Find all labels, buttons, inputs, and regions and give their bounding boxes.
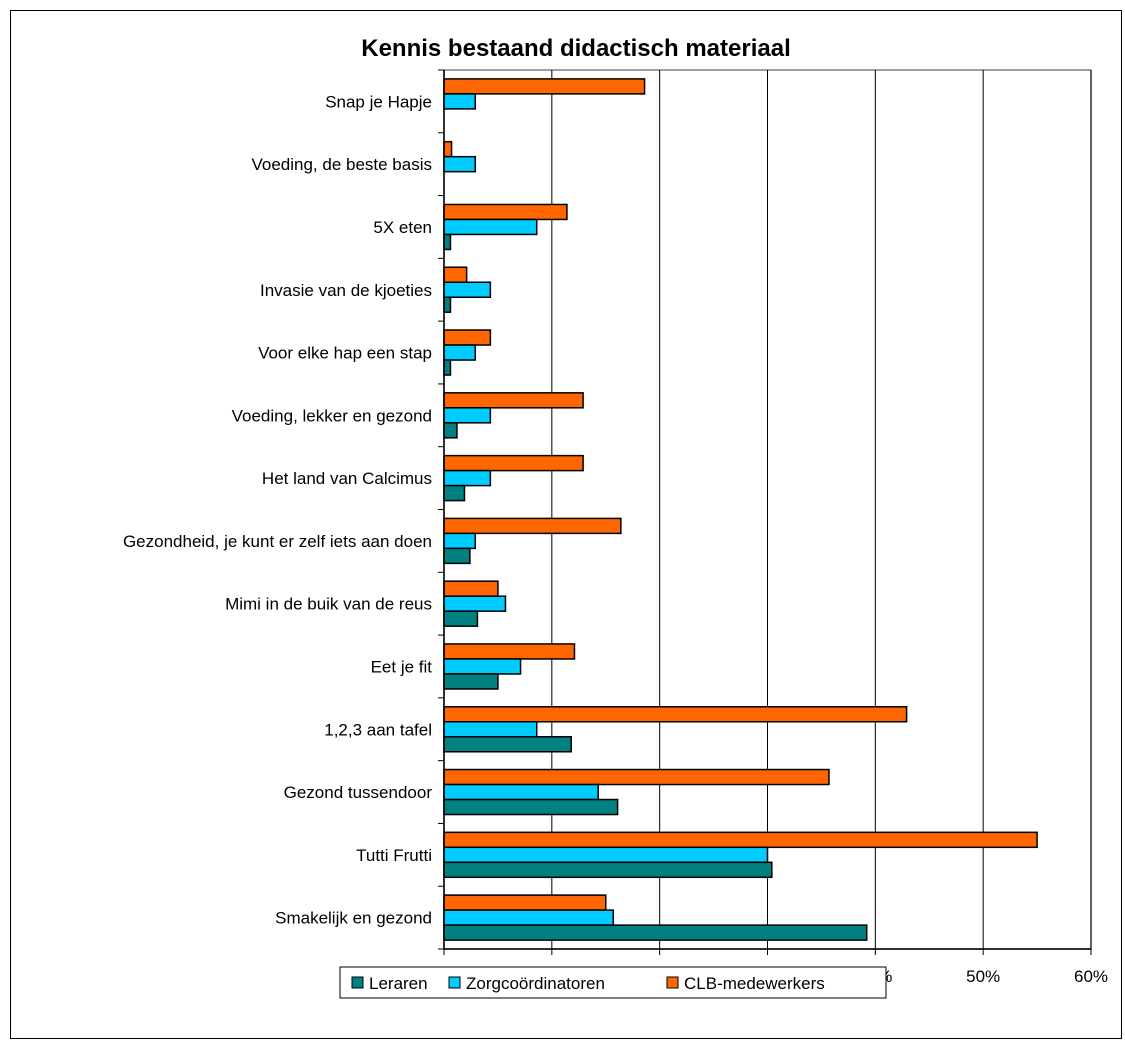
- bar-leraren: [443, 736, 572, 753]
- category-label: Smakelijk en gezond: [275, 909, 432, 928]
- bar-leraren: [443, 359, 452, 376]
- category-label: Mimi in de buik van de reus: [225, 595, 432, 614]
- legend-box: [339, 966, 887, 999]
- legend-swatch: [666, 976, 679, 989]
- category-label: Invasie van de kjoeties: [260, 281, 432, 300]
- bar-clb-medewerkers: [443, 140, 453, 158]
- bar-leraren: [443, 673, 499, 690]
- category-label: Het land van Calcimus: [262, 469, 432, 488]
- bar-clb-medewerkers: [443, 643, 576, 660]
- bar-zorgco-rdinatoren: [443, 407, 492, 424]
- x-tick-label: 50%: [966, 967, 1000, 986]
- category-label: Tutti Frutti: [356, 846, 432, 865]
- bar-zorgco-rdinatoren: [443, 846, 769, 864]
- bar-zorgco-rdinatoren: [443, 93, 477, 110]
- bar-zorgco-rdinatoren: [443, 532, 477, 550]
- category-label: Voeding, lekker en gezond: [232, 406, 432, 425]
- legend: Leraren Zorgcoördinatoren CLB-medewerkers: [339, 966, 887, 999]
- bar-zorgco-rdinatoren: [443, 155, 477, 173]
- category-label: Snap je Hapje: [325, 92, 432, 111]
- bar-leraren: [443, 296, 452, 313]
- bar-leraren: [443, 924, 868, 941]
- chart-container: Kennis bestaand didactisch materiaal Sna…: [10, 10, 1122, 1039]
- category-label: Voor elke hap een stap: [258, 344, 432, 363]
- bar-clb-medewerkers: [443, 78, 646, 95]
- chart-title: Kennis bestaand didactisch materiaal: [361, 35, 790, 62]
- category-label: 5X eten: [373, 218, 432, 237]
- bar-leraren: [443, 861, 773, 879]
- bar-clb-medewerkers: [443, 329, 492, 346]
- category-label: Gezondheid, je kunt er zelf iets aan doe…: [123, 532, 432, 551]
- bar-clb-medewerkers: [443, 706, 908, 723]
- legend-swatch: [448, 976, 461, 989]
- bar-zorgco-rdinatoren: [443, 595, 507, 612]
- legend-label: Zorgcoördinatoren: [466, 974, 605, 993]
- category-label: Eet je fit: [371, 657, 433, 676]
- category-labels: Snap je Hapje Voeding, de beste basis 5X e…: [123, 92, 432, 927]
- bar-zorgco-rdinatoren: [443, 658, 522, 675]
- x-tick-label: 60%: [1074, 967, 1108, 986]
- bar-leraren: [443, 233, 452, 251]
- category-label: Voeding, de beste basis: [251, 155, 432, 174]
- bar-leraren: [443, 610, 479, 627]
- legend-label: Leraren: [369, 974, 428, 993]
- bar-clb-medewerkers: [443, 580, 499, 597]
- bar-leraren: [443, 798, 619, 816]
- chart-svg: Kennis bestaand didactisch materiaal Sna…: [123, 35, 1108, 999]
- bar-leraren: [443, 422, 458, 439]
- bar-leraren: [443, 484, 466, 502]
- bar-zorgco-rdinatoren: [443, 721, 538, 738]
- axes: [438, 69, 1092, 955]
- legend-swatch: [351, 976, 364, 989]
- bar-zorgco-rdinatoren: [443, 909, 615, 926]
- bar-zorgco-rdinatoren: [443, 469, 492, 487]
- bar-zorgco-rdinatoren: [443, 344, 477, 361]
- bar-clb-medewerkers: [443, 203, 568, 221]
- legend-label: CLB-medewerkers: [684, 974, 825, 993]
- bar-zorgco-rdinatoren: [443, 281, 492, 298]
- bar-clb-medewerkers: [443, 831, 1038, 849]
- bar-leraren: [443, 547, 471, 565]
- bar-clb-medewerkers: [443, 392, 584, 409]
- bar-clb-medewerkers: [443, 517, 622, 535]
- bar-clb-medewerkers: [443, 894, 607, 911]
- category-label: Gezond tussendoor: [284, 783, 433, 802]
- bar-zorgco-rdinatoren: [443, 218, 538, 236]
- bar-clb-medewerkers: [443, 768, 830, 786]
- bar-zorgco-rdinatoren: [443, 783, 599, 801]
- category-label: 1,2,3 aan tafel: [324, 720, 432, 739]
- bar-clb-medewerkers: [443, 454, 584, 472]
- bar-clb-medewerkers: [443, 266, 468, 283]
